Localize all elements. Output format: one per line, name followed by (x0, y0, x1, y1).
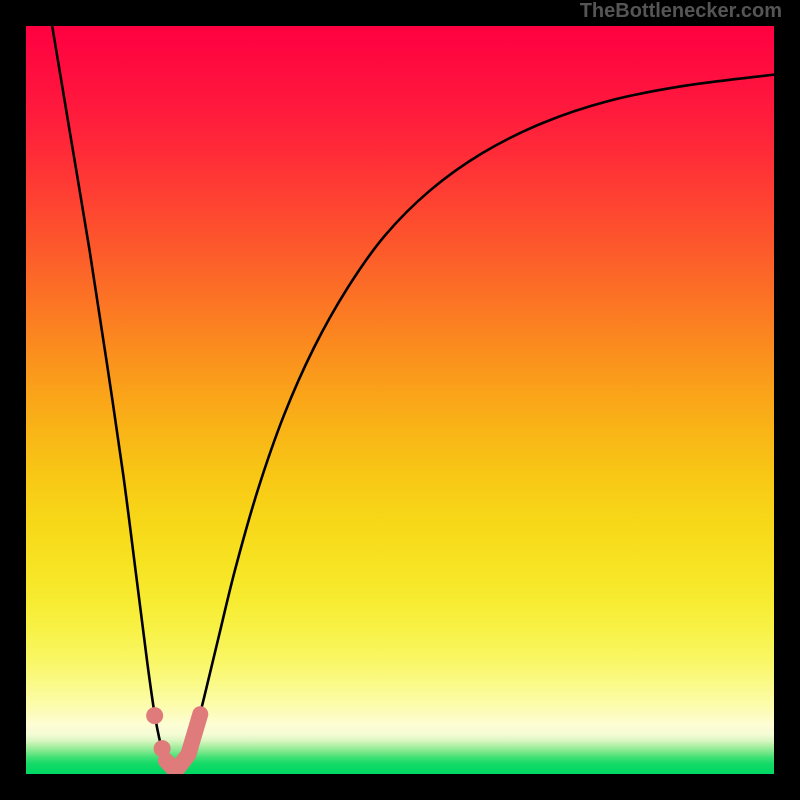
highlight-dot (154, 740, 171, 757)
plot-background (26, 26, 774, 774)
bottleneck-chart (0, 0, 800, 800)
watermark-text: TheBottlenecker.com (580, 0, 782, 23)
chart-container: TheBottlenecker.com (0, 0, 800, 800)
highlight-dot (146, 707, 163, 724)
